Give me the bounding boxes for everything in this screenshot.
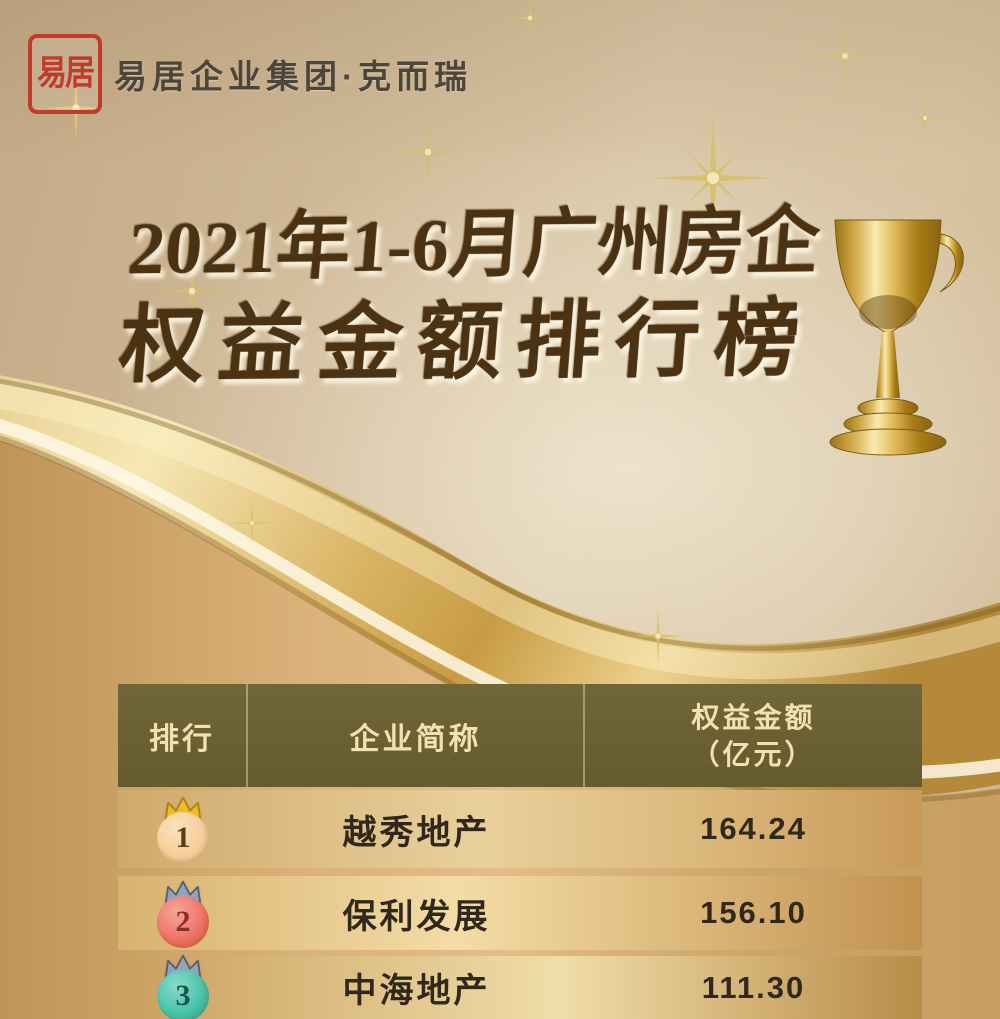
equity-amount: 164.24: [700, 811, 807, 846]
rank-2-medal: 2: [157, 879, 209, 948]
brand-seal-icon: 易居: [28, 34, 102, 114]
page-title: 2021年1-6月广州房企 权益金额排行榜: [12, 195, 928, 397]
header-amount-line2: （亿元）: [691, 738, 816, 770]
title-line-2: 权益金额排行榜: [115, 291, 817, 394]
equity-amount: 111.30: [701, 969, 806, 1005]
table-header: 排行 企业简称 权益金额 （亿元）: [118, 684, 922, 787]
company-name: 越秀地产: [342, 813, 491, 852]
sparkle-icon: [45, 77, 107, 139]
rank-number: 2: [157, 895, 209, 948]
sparkle-icon: [393, 117, 463, 187]
table-row: 1 越秀地产 164.24: [118, 790, 922, 868]
sparkle-icon: [903, 96, 947, 140]
rank-3-medal: 3: [157, 953, 209, 1019]
table-row: 2 保利发展 156.10: [118, 876, 922, 950]
rank-number: 3: [157, 970, 209, 1019]
rank-1-medal: 1: [157, 795, 209, 864]
title-line-1: 2021年1-6月广州房企: [125, 201, 823, 291]
sparkle-icons: [45, 0, 947, 664]
header-amount-line1: 权益金额: [691, 701, 816, 733]
sparkle-icon: [505, 0, 555, 43]
rank-number: 1: [157, 811, 209, 864]
company-name: 保利发展: [342, 897, 491, 936]
sparkle-icon: [630, 608, 686, 664]
trophy-icon: [829, 219, 964, 456]
sparkle-icon: [230, 501, 274, 545]
brand-header: 易居 易居企业集团·克而瑞: [28, 34, 472, 114]
sparkle-icon: [814, 25, 876, 87]
header-amount: 权益金额 （亿元）: [585, 684, 922, 787]
table-row: 3 中海地产 111.30: [118, 953, 922, 1019]
brand-name: 易居企业集团·克而瑞: [114, 58, 472, 95]
company-name: 中海地产: [342, 972, 491, 1010]
sparkle-icon: [157, 256, 227, 326]
header-rank: 排行: [118, 684, 248, 787]
sparkle-icon: [651, 116, 775, 240]
header-company: 企业简称: [248, 684, 585, 787]
equity-amount: 156.10: [700, 895, 807, 930]
